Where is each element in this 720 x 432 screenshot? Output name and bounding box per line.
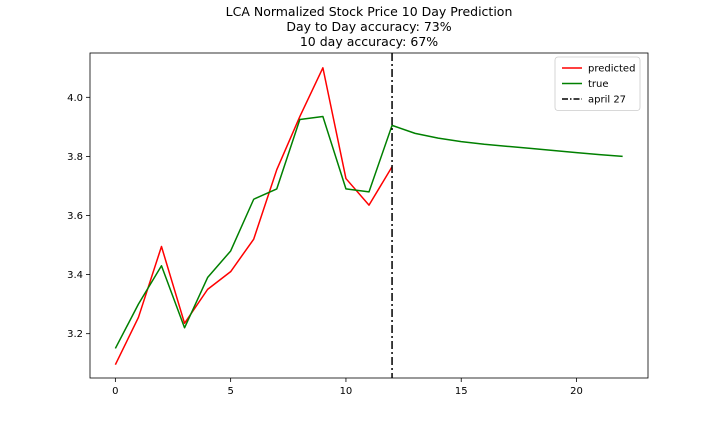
x-tick-label: 5 bbox=[227, 386, 233, 397]
y-tick-label: 3.4 bbox=[67, 270, 83, 281]
chart-title: LCA Normalized Stock Price 10 Day Predic… bbox=[226, 4, 513, 19]
chart-title-group: LCA Normalized Stock Price 10 Day Predic… bbox=[226, 4, 513, 49]
legend-label-april-27: april 27 bbox=[588, 95, 626, 106]
y-tick-label: 3.6 bbox=[67, 211, 83, 222]
legend-label-predicted: predicted bbox=[588, 64, 635, 75]
y-tick-label: 3.8 bbox=[67, 152, 83, 163]
chart-subtitle-ten-day: 10 day accuracy: 67% bbox=[300, 34, 438, 49]
plot-area: 0 5 10 15 20 3.2 3.4 3.6 3.8 4.0 bbox=[67, 52, 649, 397]
series-line-predicted bbox=[114, 67, 393, 366]
chart-subtitle-day-to-day: Day to Day accuracy: 73% bbox=[286, 19, 451, 34]
x-tick-label: 20 bbox=[570, 386, 583, 397]
y-tick-label: 3.2 bbox=[67, 329, 83, 340]
x-tick-label: 10 bbox=[340, 386, 353, 397]
legend-box bbox=[554, 56, 641, 111]
series-line-true bbox=[114, 115, 623, 349]
x-tick-label: 15 bbox=[455, 386, 468, 397]
y-tick-label: 4.0 bbox=[67, 93, 83, 104]
legend-label-true: true bbox=[588, 79, 609, 90]
x-tick-label: 0 bbox=[112, 386, 118, 397]
legend: predicted true april 27 bbox=[554, 56, 641, 111]
